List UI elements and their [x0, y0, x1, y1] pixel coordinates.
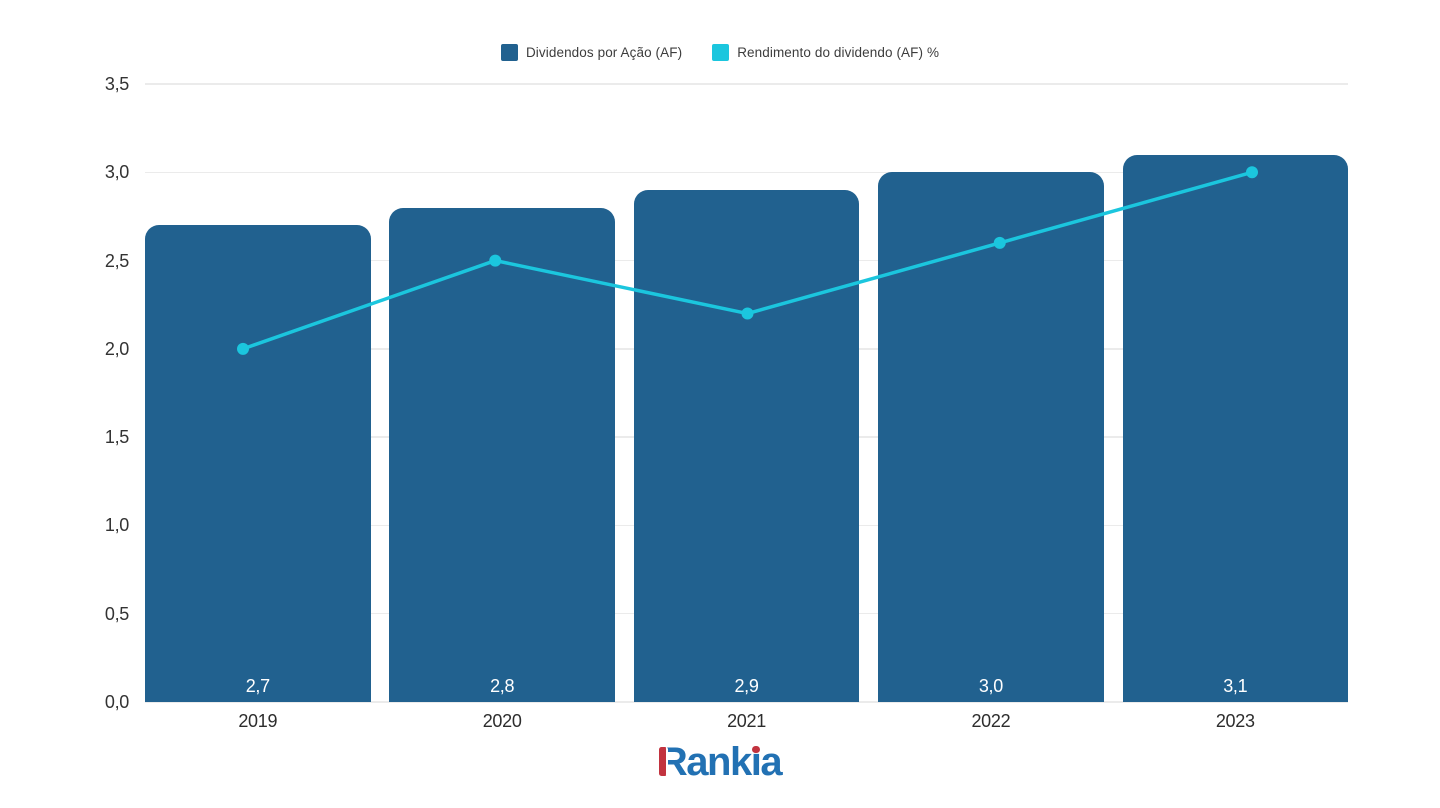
line-series-swatch-icon	[712, 44, 730, 61]
gridline	[145, 83, 1348, 85]
y-axis-tick-label: 0,5	[104, 603, 129, 624]
logo-red-dot-icon	[752, 745, 760, 753]
bar-2020: 2,8	[389, 207, 615, 702]
bar-value-label: 3,0	[978, 675, 1003, 696]
bar-series-swatch-icon	[500, 44, 518, 61]
yield-point-2022	[993, 236, 1006, 249]
x-axis-tick-label: 2023	[1215, 711, 1255, 731]
gridline	[145, 171, 1348, 174]
logo-letter-a: a	[760, 740, 782, 784]
y-axis-tick-label: 2,0	[104, 338, 129, 359]
legend-label-dividend-yield: Rendimento do dividendo (AF) %	[737, 45, 940, 60]
rankia-logo: R ankı a	[658, 740, 783, 784]
legend-item-dividend-yield[interactable]: Rendimento do dividendo (AF) %	[712, 44, 939, 61]
bar-2022: 3,0	[878, 172, 1104, 702]
plot-area: 3,5 3,0 2,5 2,0 1,5 1,0 0,5 0,0 2,7 2019 2,8 2020 2,…	[105, 74, 1348, 731]
footer: R ankı a	[0, 742, 1440, 782]
y-axis-tick-label: 0,0	[104, 692, 129, 712]
y-axis-tick-label: 3,5	[104, 74, 129, 94]
yield-line	[241, 170, 1254, 351]
logo-letter-i: ı	[750, 740, 762, 784]
bar-2021: 2,9	[633, 189, 860, 702]
y-axis-tick-label: 1,0	[104, 515, 129, 536]
legend-item-dividends-per-share[interactable]: Dividendos por Ação (AF)	[500, 44, 683, 61]
x-axis-tick-label: 2019	[238, 711, 278, 731]
y-axis-tick-label: 3,0	[104, 162, 129, 183]
logo-red-stem	[659, 747, 668, 776]
yield-point-2023	[1246, 166, 1258, 179]
bar-value-label: 2,7	[245, 675, 270, 696]
y-axis-tick-label: 2,5	[104, 250, 129, 271]
yield-line-series	[237, 166, 1258, 355]
bar-value-label: 2,9	[734, 675, 759, 696]
yield-point-2019	[237, 342, 249, 355]
bar-value-label: 2,8	[490, 675, 515, 696]
logo-letter-r: R	[658, 740, 688, 784]
gridline	[145, 701, 1348, 703]
x-axis-tick-label: 2022	[971, 711, 1011, 731]
x-axis-tick-label: 2020	[482, 711, 522, 731]
legend-label-dividends-per-share: Dividendos por Ação (AF)	[525, 45, 683, 60]
bar-2023: 3,1	[1122, 154, 1348, 702]
yield-point-2021	[741, 307, 754, 320]
legend: Dividendos por Ação (AF) Rendimento do d…	[0, 44, 1440, 61]
logo-letters-ank: ank	[686, 740, 752, 784]
x-axis-tick-label: 2021	[727, 711, 766, 731]
bar-2019: 2,7	[145, 225, 371, 702]
yield-point-2020	[489, 254, 502, 267]
bar-value-label: 3,1	[1223, 675, 1248, 696]
y-axis-tick-label: 1,5	[104, 427, 129, 448]
